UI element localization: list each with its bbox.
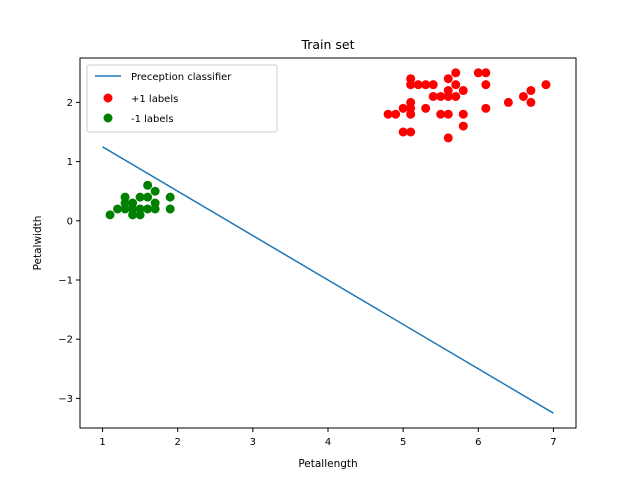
- data-point-negative: [135, 192, 145, 202]
- data-point-positive: [451, 68, 461, 78]
- legend-marker-positive: [103, 93, 113, 103]
- data-point-positive: [436, 91, 446, 101]
- x-tick-label: 7: [550, 437, 556, 448]
- x-axis-label: Petallength: [298, 458, 357, 470]
- data-point-positive: [413, 80, 423, 90]
- data-point-positive: [458, 109, 468, 119]
- data-point-negative: [128, 198, 138, 208]
- legend-frame: [86, 64, 278, 133]
- data-point-positive: [481, 68, 491, 78]
- y-tick-label: −2: [58, 335, 73, 346]
- x-tick-label: 1: [99, 437, 105, 448]
- data-point-negative: [113, 204, 123, 214]
- plot-marks: [102, 68, 554, 414]
- y-axis: −3 −2 −1 0 1 2: [58, 98, 80, 405]
- data-point-negative: [150, 198, 160, 208]
- x-tick-label: 3: [250, 437, 256, 448]
- legend: Preception classifier +1 labels -1 label…: [86, 64, 278, 133]
- data-point-positive: [481, 80, 491, 90]
- data-point-positive: [421, 103, 431, 113]
- y-axis-label: Petalwidth: [32, 216, 44, 271]
- classifier-line: [102, 146, 554, 414]
- data-point-negative: [143, 192, 153, 202]
- y-tick-label: 0: [67, 216, 73, 227]
- chart-title: Train set: [300, 37, 354, 52]
- data-point-negative: [105, 210, 115, 220]
- data-point-negative: [143, 204, 153, 214]
- data-point-positive: [443, 74, 453, 84]
- x-tick-label: 2: [175, 437, 181, 448]
- y-tick-label: −1: [58, 276, 73, 287]
- data-point-positive: [398, 127, 408, 137]
- data-point-negative: [165, 204, 175, 214]
- data-point-positive: [443, 133, 453, 143]
- legend-marker-negative: [103, 113, 113, 123]
- data-point-positive: [518, 91, 528, 101]
- data-point-positive: [443, 109, 453, 119]
- data-point-positive: [541, 80, 551, 90]
- data-point-positive: [421, 80, 431, 90]
- y-tick-label: 1: [67, 157, 73, 168]
- data-point-positive: [458, 121, 468, 131]
- legend-label-classifier: Preception classifier: [131, 72, 232, 83]
- data-point-positive: [436, 109, 446, 119]
- data-point-positive: [406, 127, 416, 137]
- y-tick-label: −3: [58, 394, 73, 405]
- data-point-negative: [150, 186, 160, 196]
- legend-label-negative: -1 labels: [131, 114, 174, 125]
- data-point-positive: [481, 103, 491, 113]
- data-point-positive: [398, 103, 408, 113]
- data-point-negative: [120, 192, 130, 202]
- x-tick-label: 5: [400, 437, 406, 448]
- data-point-positive: [443, 91, 453, 101]
- data-point-positive: [526, 97, 536, 107]
- data-point-negative: [135, 204, 145, 214]
- data-point-positive: [383, 109, 393, 119]
- legend-label-positive: +1 labels: [131, 94, 178, 105]
- data-point-positive: [451, 80, 461, 90]
- data-point-positive: [473, 68, 483, 78]
- data-point-positive: [406, 80, 416, 90]
- data-point-positive: [428, 80, 438, 90]
- data-point-negative: [143, 180, 153, 190]
- data-point-positive: [391, 109, 401, 119]
- x-tick-label: 6: [475, 437, 481, 448]
- data-point-positive: [503, 97, 513, 107]
- x-axis: 1 2 3 4 5 6 7: [99, 428, 557, 448]
- data-point-positive: [526, 86, 536, 96]
- x-tick-label: 4: [325, 437, 331, 448]
- y-tick-label: 2: [67, 98, 73, 109]
- data-point-negative: [165, 192, 175, 202]
- data-point-positive: [406, 109, 416, 119]
- data-point-positive: [451, 91, 461, 101]
- data-point-positive: [428, 91, 438, 101]
- data-point-positive: [458, 86, 468, 96]
